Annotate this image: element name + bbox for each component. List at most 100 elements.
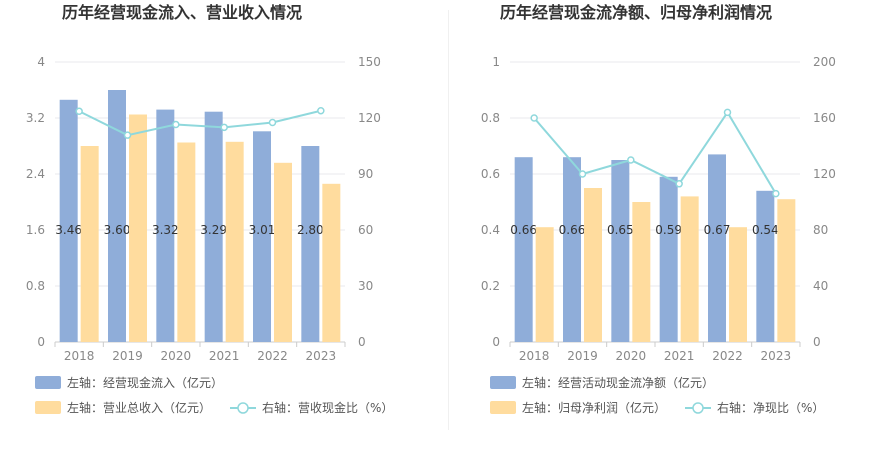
bar-primary xyxy=(59,99,78,342)
chart-title: 历年经营现金流入、营业收入情况 xyxy=(62,3,302,22)
legend-label: 右轴：营收现金比（%） xyxy=(262,400,393,415)
left-axis-tick-label: 1.6 xyxy=(26,223,45,237)
legend-label: 左轴：经营活动现金流净额（亿元） xyxy=(522,375,714,390)
bar-primary xyxy=(708,154,726,342)
right-axis-tick-label: 30 xyxy=(358,279,373,293)
bar-primary xyxy=(563,157,581,342)
ratio-point xyxy=(317,106,325,115)
right-axis-tick-label: 0 xyxy=(358,335,366,349)
legend-marker xyxy=(237,402,249,414)
bar-secondary xyxy=(322,183,341,342)
net-cashflow-profit-chart: 历年经营现金流净额、归母净利润情况 0 0 0.2 40 0.4 80 0.6 120 0.8 16… xyxy=(481,3,836,415)
panel-divider xyxy=(448,10,449,430)
legend-swatch xyxy=(35,376,61,389)
left-axis-tick-label: 2.4 xyxy=(26,167,45,181)
legend-swatch xyxy=(490,376,516,389)
ratio-point xyxy=(723,108,732,117)
ratio-point xyxy=(75,107,83,116)
x-axis-tick-label: 2021 xyxy=(664,349,695,363)
bar-secondary xyxy=(777,199,796,342)
left-axis-tick-label: 0.2 xyxy=(481,279,500,293)
bar-primary xyxy=(756,190,775,342)
legend-label: 左轴：经营现金流入（亿元） xyxy=(67,375,223,390)
ratio-point xyxy=(123,131,132,139)
ratio-line xyxy=(533,110,777,195)
x-axis-tick-label: 2019 xyxy=(567,349,598,363)
bar-secondary xyxy=(225,141,244,342)
ratio-point xyxy=(578,170,587,178)
ratio-point xyxy=(172,120,180,129)
left-axis-tick-label: 3.2 xyxy=(26,111,45,125)
legend-label: 左轴：营业总收入（亿元） xyxy=(67,400,211,415)
bar-data-label: 0.66 xyxy=(559,223,586,237)
right-axis-tick-label: 160 xyxy=(813,111,836,125)
x-axis-tick-label: 2019 xyxy=(112,349,143,363)
right-axis-tick-label: 40 xyxy=(813,279,828,293)
bar-data-label: 3.60 xyxy=(104,223,131,237)
x-axis-tick-label: 2020 xyxy=(161,349,192,363)
right-axis-tick-label: 90 xyxy=(358,167,373,181)
bar-primary xyxy=(156,109,175,342)
ratio-point xyxy=(627,156,635,164)
bar-data-label: 0.65 xyxy=(607,223,634,237)
left-axis-tick-label: 0.8 xyxy=(481,111,500,125)
bar-primary xyxy=(108,90,126,342)
bar-secondary xyxy=(274,162,292,342)
bar-secondary xyxy=(80,146,99,342)
bar-secondary xyxy=(129,114,147,342)
bar-primary xyxy=(204,111,223,342)
right-axis-tick-label: 80 xyxy=(813,223,828,237)
bar-secondary xyxy=(535,227,554,342)
ratio-point xyxy=(530,114,538,122)
bar-primary xyxy=(659,176,678,342)
ratio-point xyxy=(772,189,780,198)
ratio-point xyxy=(675,180,683,188)
chart-title: 历年经营现金流净额、归母净利润情况 xyxy=(500,3,772,22)
bar-primary xyxy=(301,146,320,342)
legend-label: 右轴：净现比（%） xyxy=(717,400,824,415)
left-axis-tick-label: 1 xyxy=(492,55,500,69)
x-axis-tick-label: 2018 xyxy=(519,349,550,363)
x-axis-tick-label: 2023 xyxy=(306,349,337,363)
right-axis-tick-label: 200 xyxy=(813,55,836,69)
ratio-point xyxy=(268,118,277,127)
x-axis-tick-label: 2021 xyxy=(209,349,240,363)
bar-primary xyxy=(253,131,271,342)
bar-data-label: 3.29 xyxy=(200,223,227,237)
left-axis-tick-label: 0.4 xyxy=(481,223,500,237)
legend-marker xyxy=(692,402,704,414)
right-axis-tick-label: 120 xyxy=(358,111,381,125)
bar-secondary xyxy=(632,202,651,342)
bar-primary xyxy=(514,157,533,342)
bar-secondary xyxy=(729,227,747,342)
bar-data-label: 3.32 xyxy=(152,223,179,237)
bar-data-label: 0.67 xyxy=(704,223,731,237)
ratio-point xyxy=(220,123,228,132)
legend-swatch xyxy=(490,401,516,414)
x-axis-tick-label: 2023 xyxy=(761,349,792,363)
left-axis-tick-label: 0.6 xyxy=(481,167,500,181)
legend-swatch xyxy=(35,401,61,414)
bar-secondary xyxy=(584,188,602,342)
x-axis-tick-label: 2020 xyxy=(616,349,647,363)
bar-secondary xyxy=(680,196,699,342)
bar-data-label: 0.54 xyxy=(752,223,779,237)
x-axis-tick-label: 2022 xyxy=(257,349,288,363)
bar-data-label: 2.80 xyxy=(297,223,324,237)
bar-data-label: 0.59 xyxy=(655,223,682,237)
cash-inflow-revenue-chart: 历年经营现金流入、营业收入情况 0 0 0.8 30 1.6 60 2.4 90 3.2 120 4 1… xyxy=(26,3,394,415)
right-axis-tick-label: 60 xyxy=(358,223,373,237)
chart-left-panel: 历年经营现金流入、营业收入情况 0 0 0.8 30 1.6 60 2.4 90 3.2 120 4 1… xyxy=(0,0,440,458)
left-axis-tick-label: 4 xyxy=(37,55,45,69)
bar-data-label: 3.01 xyxy=(249,223,276,237)
ratio-line xyxy=(78,109,322,137)
left-axis-tick-label: 0 xyxy=(492,335,500,349)
right-axis-tick-label: 150 xyxy=(358,55,381,69)
right-axis-tick-label: 0 xyxy=(813,335,821,349)
right-axis-tick-label: 120 xyxy=(813,167,836,181)
left-axis-tick-label: 0.8 xyxy=(26,279,45,293)
bar-data-label: 3.46 xyxy=(55,223,82,237)
bar-secondary xyxy=(177,142,196,342)
bar-primary xyxy=(611,160,630,342)
bar-data-label: 0.66 xyxy=(510,223,537,237)
